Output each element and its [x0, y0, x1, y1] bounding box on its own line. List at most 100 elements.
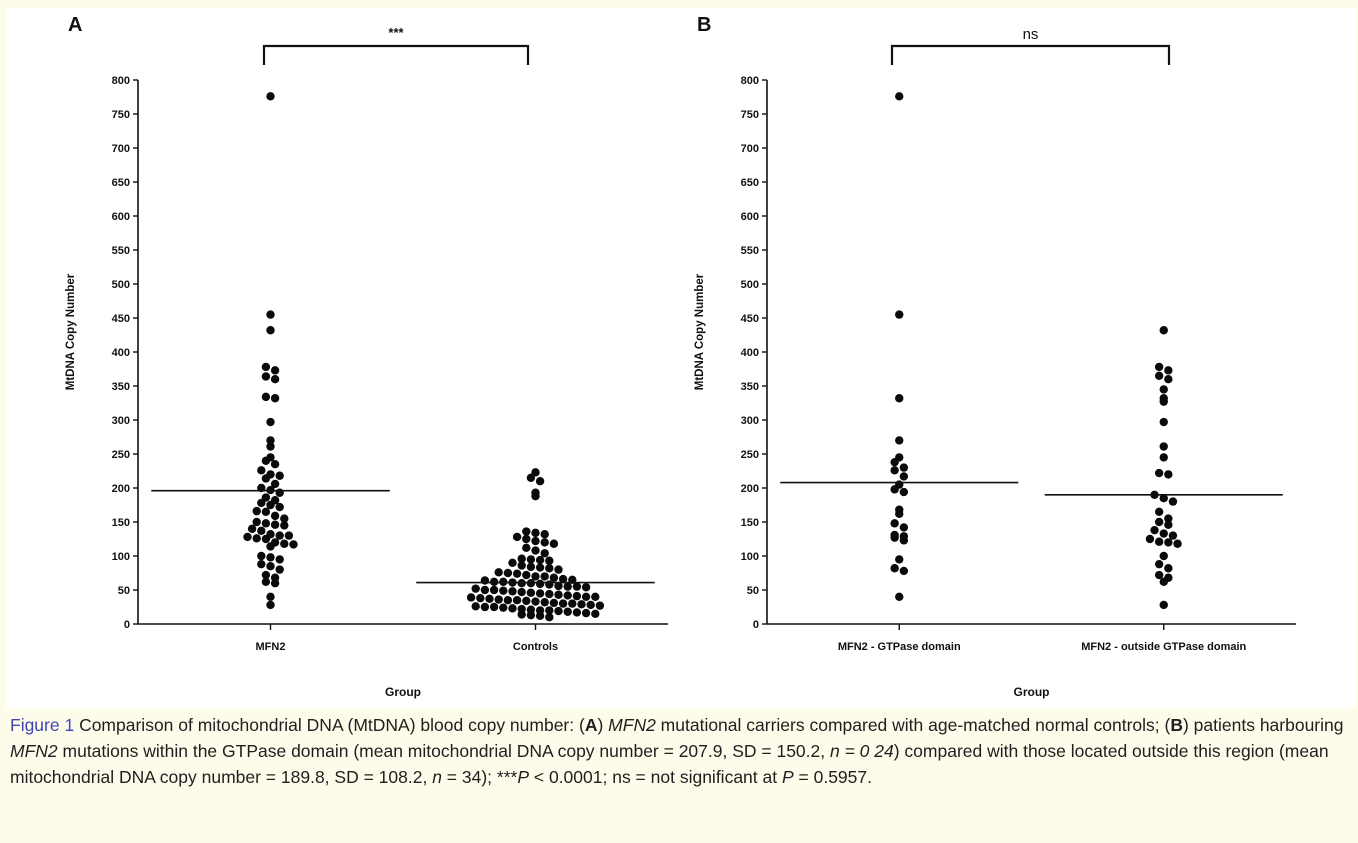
data-point — [531, 536, 540, 546]
data-point — [899, 472, 909, 481]
data-point — [270, 511, 280, 521]
caption-text: Comparison of mitochondrial DNA (MtDNA) … — [10, 715, 1344, 787]
data-point — [517, 561, 526, 570]
data-point — [270, 394, 280, 403]
data-point — [545, 580, 554, 589]
data-point — [266, 542, 275, 551]
data-point — [1159, 551, 1168, 561]
data-point — [257, 466, 266, 475]
caption-segment: = 0.5957. — [793, 767, 872, 787]
data-point — [545, 556, 554, 565]
data-point — [275, 502, 284, 512]
data-point — [275, 531, 284, 540]
caption-segment: MFN2 — [608, 715, 656, 735]
data-point — [280, 539, 289, 548]
data-point — [1173, 539, 1182, 548]
caption-segment: n — [432, 767, 442, 787]
data-point — [531, 491, 540, 501]
data-point — [284, 531, 294, 540]
data-point — [1164, 564, 1173, 573]
data-point — [489, 585, 499, 595]
data-point — [545, 564, 554, 573]
data-point — [890, 466, 899, 475]
data-point — [261, 392, 271, 402]
data-point — [1159, 577, 1168, 587]
data-point — [252, 534, 261, 543]
x-tick-label: Controls — [513, 641, 558, 653]
data-point — [890, 485, 899, 494]
data-point — [275, 471, 284, 480]
data-point — [554, 565, 563, 574]
data-point — [1154, 371, 1164, 380]
data-point — [471, 602, 480, 611]
data-point — [890, 519, 899, 528]
data-point — [1159, 494, 1168, 503]
data-point — [554, 590, 563, 599]
data-point — [899, 487, 909, 497]
data-point — [261, 577, 271, 587]
caption-segment: = 34); *** — [441, 767, 518, 787]
data-point — [494, 568, 503, 577]
data-point — [1159, 600, 1168, 610]
data-point — [266, 500, 275, 510]
data-point — [466, 593, 476, 602]
data-point — [568, 599, 577, 608]
data-point — [1159, 385, 1168, 394]
y-tick-label: 200 — [741, 483, 759, 495]
data-point — [540, 549, 549, 558]
data-point — [270, 579, 280, 588]
y-tick-label: 0 — [124, 619, 130, 631]
data-point — [1154, 362, 1164, 372]
data-point — [476, 593, 485, 603]
data-point — [526, 610, 536, 620]
y-tick-label: 800 — [741, 75, 759, 87]
caption-segment: ) compared with those located outside th… — [10, 741, 1329, 787]
y-tick-label: 400 — [741, 347, 759, 359]
plot-area: A 0 50 100 150 200 250 300 350 400 450 500 550 600 650… — [6, 8, 1356, 708]
y-tick-label: 50 — [118, 585, 130, 597]
data-point — [1164, 470, 1173, 479]
x-tick-label: MFN2 - outside GTPase domain — [1081, 641, 1246, 653]
data-point — [270, 479, 280, 489]
data-point — [257, 526, 266, 536]
caption-segment: B — [1170, 715, 1183, 735]
data-point — [591, 592, 600, 601]
data-point — [581, 608, 591, 618]
data-point — [572, 582, 582, 591]
data-point — [508, 587, 517, 596]
data-point — [499, 603, 508, 612]
data-point — [558, 599, 568, 608]
data-point — [895, 92, 904, 101]
data-point — [261, 519, 271, 528]
data-point — [489, 602, 499, 612]
y-tick-label: 750 — [741, 109, 759, 121]
data-point — [1164, 375, 1173, 384]
data-point — [595, 601, 605, 610]
data-point — [586, 600, 595, 610]
data-point — [480, 576, 490, 585]
data-point — [572, 591, 582, 601]
data-point — [1150, 525, 1159, 535]
data-point — [545, 606, 554, 615]
y-tick-label: 800 — [112, 75, 130, 87]
data-point — [540, 530, 549, 539]
data-point — [480, 602, 490, 612]
y-tick-label: 100 — [112, 551, 130, 563]
data-point — [266, 442, 275, 451]
data-point — [545, 589, 554, 599]
significance-bracket — [890, 44, 1171, 65]
data-point — [540, 538, 549, 547]
data-point — [266, 92, 275, 101]
data-point — [266, 562, 275, 571]
data-point — [531, 528, 540, 538]
data-point — [261, 474, 271, 483]
data-point — [1168, 531, 1178, 540]
data-point — [563, 591, 572, 600]
data-point — [1159, 442, 1168, 451]
data-point — [554, 581, 563, 591]
data-point — [899, 523, 909, 532]
data-point — [591, 609, 600, 618]
data-point — [485, 594, 494, 604]
data-point — [266, 600, 275, 610]
significance-label: ns — [1023, 26, 1039, 43]
